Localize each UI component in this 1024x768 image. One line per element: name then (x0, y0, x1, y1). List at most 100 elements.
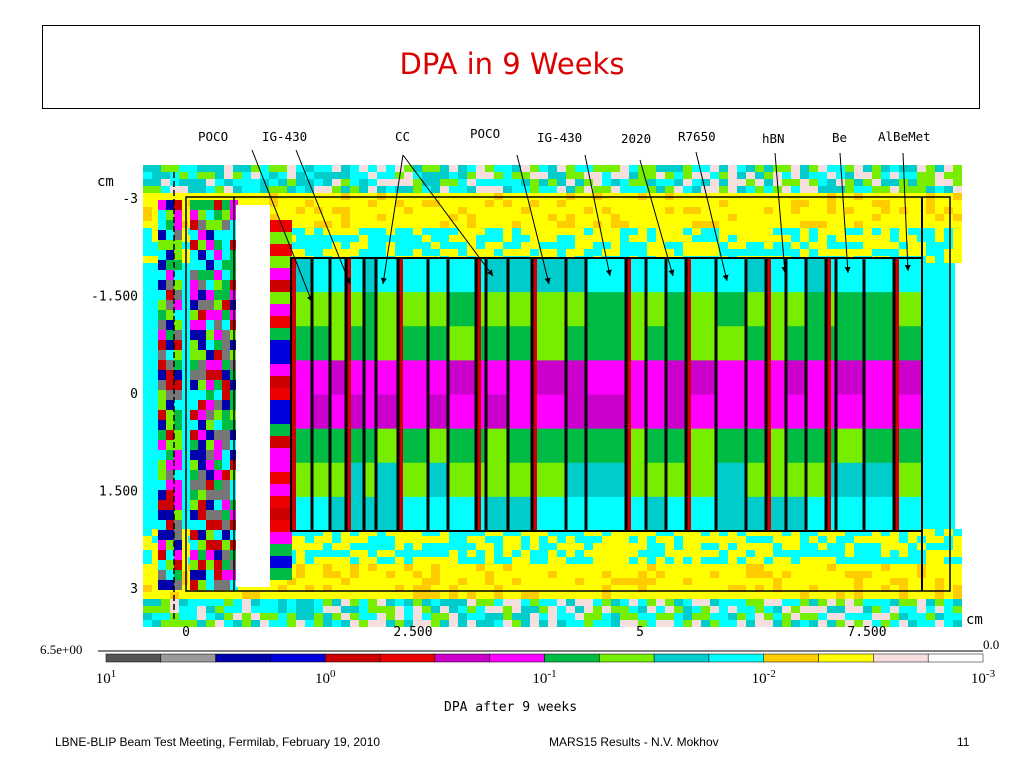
heatmap-cell (800, 578, 809, 585)
heatmap-cell (332, 207, 341, 214)
heatmap-cell (806, 462, 826, 498)
segment-divider (824, 258, 828, 531)
heatmap-cell (656, 613, 665, 620)
heatmap-cell (449, 592, 458, 599)
heatmap-cell (944, 606, 953, 613)
heatmap-cell (222, 460, 230, 470)
segment-divider (374, 258, 378, 531)
heatmap-cell (818, 536, 827, 543)
heatmap-cell (584, 200, 593, 207)
heatmap-cell (953, 599, 962, 606)
heatmap-cell (800, 242, 809, 249)
heatmap-cell (323, 529, 332, 536)
heatmap-cell (269, 207, 278, 214)
heatmap-cell (602, 578, 611, 585)
heatmap-cell (476, 606, 485, 613)
heatmap-cell (782, 620, 791, 627)
material-label: IG-430 (537, 130, 582, 145)
heatmap-cell (800, 235, 809, 242)
heatmap-cell (890, 228, 899, 235)
heatmap-cell (341, 207, 350, 214)
heatmap-cell (521, 599, 530, 606)
heatmap-cell (611, 564, 620, 571)
heatmap-cell (683, 172, 692, 179)
heatmap-cell (431, 550, 440, 557)
heatmap-cell (953, 242, 962, 249)
heatmap-cell (449, 165, 458, 172)
heatmap-cell (166, 400, 174, 410)
heatmap-cell (440, 578, 449, 585)
heatmap-cell (611, 613, 620, 620)
heatmap-cell (330, 258, 346, 293)
heatmap-cell (620, 606, 629, 613)
heatmap-cell (174, 540, 182, 550)
heatmap-cell (503, 228, 512, 235)
heatmap-cell (404, 214, 413, 221)
material-label: hBN (762, 131, 785, 146)
heatmap-cell (782, 235, 791, 242)
heatmap-cell (350, 221, 359, 228)
heatmap-cell (251, 592, 260, 599)
heatmap-cell (386, 543, 395, 550)
heatmap-cell (296, 571, 305, 578)
heatmap-cell (908, 550, 917, 557)
heatmap-cell (449, 214, 458, 221)
material-arrow (839, 152, 851, 274)
heatmap-cell (638, 186, 647, 193)
heatmap-cell (198, 240, 206, 250)
heatmap-cell (935, 200, 944, 207)
heatmap-cell (620, 578, 629, 585)
heatmap-cell (800, 543, 809, 550)
heatmap-cell (431, 613, 440, 620)
heatmap-cell (647, 165, 656, 172)
heatmap-cell (863, 207, 872, 214)
heatmap-cell (312, 326, 330, 361)
heatmap-cell (872, 235, 881, 242)
heatmap-cell (593, 557, 602, 564)
heatmap-cell (935, 214, 944, 221)
heatmap-cell (666, 326, 686, 361)
heatmap-cell (503, 214, 512, 221)
heatmap-cell (278, 585, 287, 592)
heatmap-cell (440, 585, 449, 592)
heatmap-cell (827, 186, 836, 193)
heatmap-cell (620, 620, 629, 627)
heatmap-cell (350, 613, 359, 620)
heatmap-cell (728, 242, 737, 249)
heatmap-cell (818, 606, 827, 613)
heatmap-cell (190, 230, 198, 240)
heatmap-cell (854, 599, 863, 606)
heatmap-cell (158, 300, 166, 310)
heatmap-cell (926, 536, 935, 543)
heatmap-cell (512, 564, 521, 571)
heatmap-cell (872, 578, 881, 585)
heatmap-cell (359, 214, 368, 221)
heatmap-cell (800, 536, 809, 543)
heatmap-cell (431, 249, 440, 256)
heatmap-cell (287, 165, 296, 172)
heatmap-cell (854, 249, 863, 256)
heatmap-cell (638, 249, 647, 256)
heatmap-cell (701, 550, 710, 557)
heatmap-cell (224, 186, 233, 193)
heatmap-cell (224, 172, 233, 179)
heatmap-cell (485, 228, 494, 235)
heatmap-cell (215, 606, 224, 613)
heatmap-cell (818, 172, 827, 179)
heatmap-cell (214, 220, 222, 230)
heatmap-cell (755, 228, 764, 235)
heatmap-cell (341, 228, 350, 235)
heatmap-cell (548, 249, 557, 256)
heatmap-cell (422, 529, 431, 536)
heatmap-cell (908, 214, 917, 221)
heatmap-cell (683, 235, 692, 242)
heatmap-cell (296, 235, 305, 242)
segment-divider (862, 258, 866, 531)
heatmap-cell (557, 557, 566, 564)
heatmap-cell (485, 564, 494, 571)
heatmap-cell (782, 578, 791, 585)
heatmap-cell (179, 214, 188, 221)
heatmap-cell (611, 214, 620, 221)
heatmap-cell (746, 258, 766, 293)
heatmap-cell (449, 207, 458, 214)
